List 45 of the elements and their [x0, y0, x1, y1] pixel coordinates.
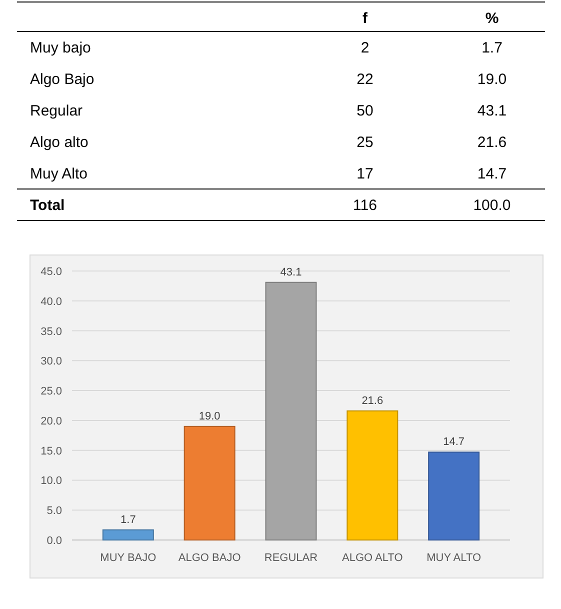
data-label: 22 — [356, 71, 374, 88]
category-label: Muy bajo — [30, 40, 91, 56]
bar — [346, 410, 398, 540]
x-tick-label: ALGO ALTO — [342, 552, 404, 564]
data-label: 2 — [360, 40, 370, 56]
category-label: Muy Alto — [30, 166, 88, 182]
bar — [265, 282, 317, 540]
data-label: 116 — [353, 197, 377, 214]
x-tick-label: REGULAR — [264, 552, 318, 564]
data-label: 17 — [356, 166, 374, 182]
x-tick-label: MUY ALTO — [426, 552, 482, 564]
y-tick-label: 40.0 — [40, 296, 62, 308]
x-tick-label: MUY BAJO — [100, 552, 157, 564]
y-tick-label: 35.0 — [40, 326, 62, 338]
bar — [428, 452, 480, 540]
y-tick-label: 15.0 — [40, 445, 62, 458]
category-label: Regular — [30, 102, 83, 120]
data-label: 14.7 — [477, 166, 507, 182]
data-label: 1.7 — [482, 40, 502, 56]
y-tick-label: 45.0 — [40, 266, 62, 278]
y-tick-label: 5.0 — [46, 505, 62, 518]
data-label: 43.1 — [280, 266, 302, 278]
x-tick-label: ALGO BAJO — [178, 552, 242, 564]
data-label: 100.0 — [473, 197, 511, 214]
y-tick-label: 0.0 — [46, 535, 62, 547]
data-label: 50 — [356, 102, 374, 120]
data-label: 19.0 — [477, 71, 507, 88]
y-tick-label: 30.0 — [40, 356, 62, 368]
category-label: Algo Bajo — [30, 71, 94, 88]
data-label: 14.7 — [443, 436, 465, 448]
data-label: 21.6 — [362, 394, 384, 407]
data-label: 25 — [356, 134, 374, 151]
data-label: 43.1 — [477, 102, 507, 120]
y-tick-label: 10.0 — [40, 475, 62, 488]
bar — [102, 529, 154, 540]
bar — [184, 426, 236, 540]
data-label: 19.0 — [198, 410, 220, 422]
text: % — [485, 10, 499, 27]
category-label: Algo alto — [30, 134, 88, 151]
data-label: 21.6 — [477, 134, 507, 151]
category-label: Total — [30, 197, 65, 214]
y-tick-label: 20.0 — [40, 415, 62, 428]
text: f — [362, 10, 368, 27]
y-tick-label: 25.0 — [40, 386, 62, 398]
data-label: 1.7 — [120, 514, 136, 526]
